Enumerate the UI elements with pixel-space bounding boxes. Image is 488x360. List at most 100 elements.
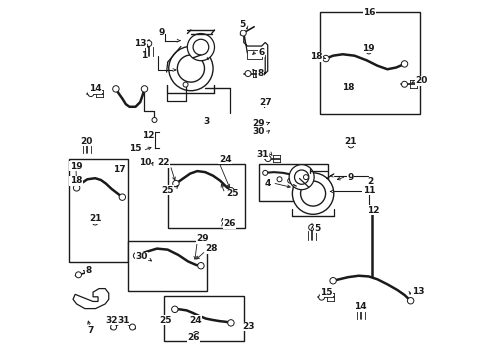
Circle shape — [318, 294, 324, 300]
Text: 2: 2 — [367, 177, 373, 186]
Text: 1: 1 — [141, 51, 147, 60]
Bar — [319, 12, 419, 114]
Text: 25: 25 — [161, 185, 173, 194]
Circle shape — [287, 178, 292, 183]
Text: 7: 7 — [87, 325, 93, 334]
Circle shape — [141, 86, 147, 92]
Text: 26: 26 — [223, 219, 235, 228]
Circle shape — [171, 306, 178, 312]
Text: 31: 31 — [256, 150, 268, 159]
Text: 30: 30 — [252, 127, 264, 136]
Circle shape — [193, 39, 208, 55]
Circle shape — [227, 320, 234, 326]
Circle shape — [197, 262, 203, 269]
Circle shape — [308, 225, 314, 230]
Circle shape — [119, 194, 125, 201]
Text: 16: 16 — [363, 8, 375, 17]
Text: 26: 26 — [187, 333, 200, 342]
Text: 21: 21 — [344, 137, 356, 146]
Text: 32: 32 — [105, 315, 118, 324]
Circle shape — [264, 156, 270, 162]
Text: 24: 24 — [189, 315, 201, 324]
Circle shape — [112, 86, 119, 92]
Text: 13: 13 — [134, 39, 146, 48]
Text: 15: 15 — [129, 144, 142, 153]
Bar — [164, 296, 244, 341]
Text: 14: 14 — [354, 302, 366, 311]
Text: 20: 20 — [414, 76, 427, 85]
Text: 17: 17 — [113, 166, 125, 175]
Text: 12: 12 — [366, 206, 379, 215]
Circle shape — [322, 55, 328, 62]
Text: 28: 28 — [205, 244, 217, 253]
Text: 29: 29 — [252, 119, 264, 128]
Bar — [128, 241, 206, 291]
Circle shape — [83, 138, 89, 144]
Circle shape — [227, 188, 234, 194]
Circle shape — [303, 175, 308, 180]
Text: 5: 5 — [313, 224, 320, 233]
Text: 9: 9 — [158, 28, 164, 37]
Text: 8: 8 — [257, 69, 263, 78]
Circle shape — [401, 81, 407, 87]
Circle shape — [300, 181, 325, 206]
Text: 12: 12 — [142, 131, 154, 140]
Bar — [258, 164, 328, 202]
Text: 3: 3 — [203, 117, 210, 126]
Text: 18: 18 — [341, 83, 354, 92]
Circle shape — [133, 252, 140, 259]
Circle shape — [292, 173, 333, 214]
Text: 6: 6 — [258, 48, 264, 57]
Circle shape — [92, 219, 98, 225]
Bar — [167, 164, 244, 228]
Polygon shape — [244, 32, 267, 77]
Text: 22: 22 — [157, 158, 169, 167]
Circle shape — [187, 33, 214, 61]
Text: 20: 20 — [80, 137, 93, 146]
Circle shape — [276, 177, 282, 182]
Text: 18: 18 — [69, 176, 82, 185]
Text: 10: 10 — [138, 158, 151, 167]
Text: 18: 18 — [309, 52, 322, 61]
Circle shape — [168, 46, 213, 91]
Circle shape — [152, 117, 157, 122]
Circle shape — [177, 55, 204, 82]
Text: 23: 23 — [242, 322, 255, 331]
Circle shape — [73, 185, 80, 191]
Circle shape — [145, 41, 151, 46]
Text: 31: 31 — [117, 315, 130, 324]
Circle shape — [401, 61, 407, 67]
Circle shape — [262, 170, 267, 175]
Circle shape — [183, 82, 188, 87]
Text: 30: 30 — [135, 252, 147, 261]
Text: 14: 14 — [89, 84, 102, 93]
Circle shape — [288, 165, 313, 190]
Circle shape — [172, 180, 179, 187]
Polygon shape — [247, 50, 261, 59]
Text: 13: 13 — [411, 287, 423, 296]
Circle shape — [193, 332, 199, 337]
Circle shape — [357, 304, 363, 310]
Text: 9: 9 — [346, 173, 353, 182]
Text: 25: 25 — [159, 315, 171, 324]
Circle shape — [294, 170, 308, 184]
Text: 29: 29 — [196, 234, 208, 243]
Circle shape — [407, 297, 413, 304]
Circle shape — [88, 91, 94, 96]
Text: 8: 8 — [85, 266, 92, 275]
Text: 15: 15 — [320, 288, 332, 297]
Bar — [69, 158, 128, 262]
Circle shape — [129, 324, 135, 330]
Text: 4: 4 — [264, 179, 271, 188]
Circle shape — [366, 49, 370, 54]
Text: 24: 24 — [218, 155, 231, 164]
Circle shape — [75, 272, 81, 278]
Circle shape — [347, 142, 353, 148]
Circle shape — [240, 30, 246, 36]
Polygon shape — [73, 289, 108, 309]
Text: 11: 11 — [362, 185, 374, 194]
Circle shape — [244, 71, 250, 77]
Text: 19: 19 — [362, 44, 374, 53]
Circle shape — [329, 278, 336, 284]
Circle shape — [110, 324, 116, 330]
